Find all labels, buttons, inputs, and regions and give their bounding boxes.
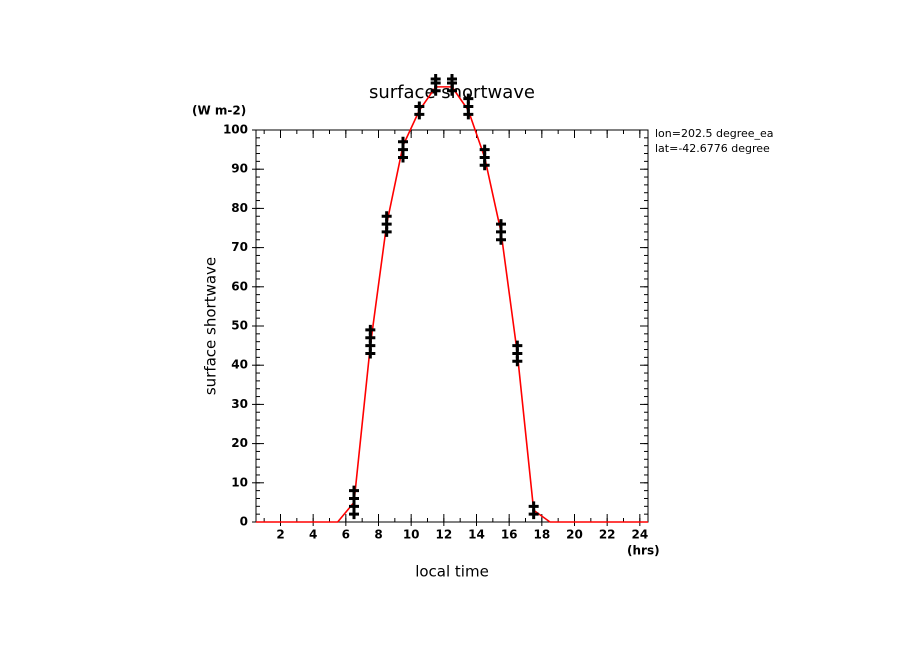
- y-tick-label: 90: [231, 162, 248, 176]
- x-tick-label: 18: [533, 528, 550, 542]
- annotations: lon=202.5 degree_ea lat=-42.6776 degree: [655, 127, 774, 155]
- y-tick-label: 80: [231, 201, 248, 215]
- marker: [349, 485, 359, 496]
- marker: [479, 144, 490, 155]
- x-tick-label: 22: [599, 528, 616, 542]
- x-tick-label: 14: [468, 528, 485, 542]
- y-tick-label: 30: [231, 397, 248, 411]
- y-axis-label: surface shortwave: [202, 257, 220, 395]
- x-tick-label: 16: [501, 528, 518, 542]
- y-tick-label: 10: [231, 475, 248, 489]
- marker: [447, 74, 457, 85]
- y-tick-label: 50: [231, 319, 248, 333]
- x-tick-label: 2: [276, 528, 284, 542]
- marker: [496, 219, 506, 230]
- y-tick-label: 60: [231, 279, 248, 293]
- marker: [430, 74, 441, 85]
- x-tick-label: 4: [309, 528, 317, 542]
- annotation: lon=202.5 degree_ea: [655, 127, 774, 140]
- x-tick-label: 12: [435, 528, 452, 542]
- marker: [512, 340, 523, 351]
- y-unit: (W m-2): [192, 104, 246, 118]
- y-tick-label: 40: [231, 358, 248, 372]
- marker: [381, 211, 392, 222]
- marker: [365, 324, 376, 335]
- x-tick-label: 24: [631, 528, 648, 542]
- marker: [398, 136, 408, 147]
- y-tick-label: 20: [231, 436, 248, 450]
- y-tick-label: 100: [223, 123, 248, 137]
- marker: [528, 501, 539, 512]
- x-tick-label: 6: [342, 528, 350, 542]
- x-axis-label: local time: [415, 563, 489, 581]
- annotation: lat=-42.6776 degree: [655, 142, 770, 155]
- marker: [414, 101, 425, 112]
- x-tick-label: 20: [566, 528, 583, 542]
- marker: [463, 93, 474, 104]
- x-tick-label: 10: [403, 528, 420, 542]
- x-unit: (hrs): [627, 544, 660, 558]
- x-tick-label: 8: [374, 528, 382, 542]
- y-tick-label: 0: [240, 515, 248, 529]
- y-tick-label: 70: [231, 240, 248, 254]
